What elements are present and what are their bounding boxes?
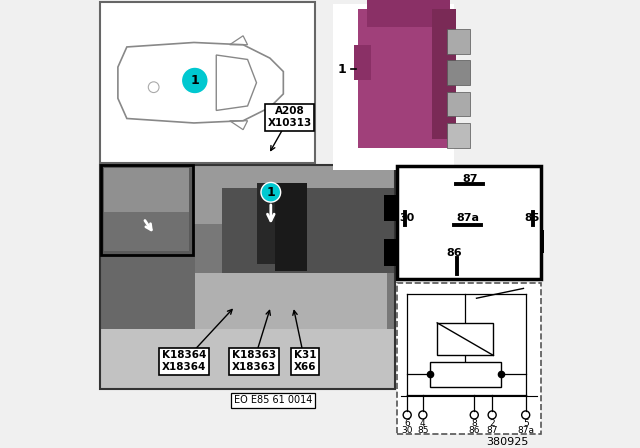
Bar xyxy=(104,212,189,251)
Text: 1: 1 xyxy=(191,74,199,87)
Bar xyxy=(101,165,193,255)
Text: K18364
X18364: K18364 X18364 xyxy=(162,350,206,372)
Bar xyxy=(100,164,395,224)
Bar xyxy=(447,123,470,147)
Bar xyxy=(100,2,315,163)
Bar xyxy=(447,60,470,85)
Bar xyxy=(275,183,307,271)
Bar xyxy=(358,9,450,147)
Bar xyxy=(432,9,456,138)
Text: K18363
X18363: K18363 X18363 xyxy=(232,350,276,372)
Bar xyxy=(385,239,397,266)
Text: 1: 1 xyxy=(338,63,347,76)
Text: 1: 1 xyxy=(266,186,275,199)
Bar xyxy=(100,224,195,329)
Bar xyxy=(397,166,541,280)
Text: 87: 87 xyxy=(462,174,477,184)
Text: 87a: 87a xyxy=(517,426,534,435)
Text: 2: 2 xyxy=(490,419,495,428)
Bar xyxy=(100,329,395,389)
Text: 86: 86 xyxy=(468,426,480,435)
Text: 4: 4 xyxy=(420,419,426,428)
Bar xyxy=(257,183,307,264)
Text: 6: 6 xyxy=(404,419,410,428)
Text: K31
X66: K31 X66 xyxy=(294,350,316,372)
Circle shape xyxy=(181,67,208,94)
Bar xyxy=(447,92,470,116)
Circle shape xyxy=(261,182,281,202)
Text: 5: 5 xyxy=(523,419,529,428)
Text: 87a: 87a xyxy=(456,213,479,224)
Bar xyxy=(367,0,450,27)
Bar xyxy=(541,230,551,253)
Bar xyxy=(385,194,397,221)
Bar xyxy=(195,273,387,329)
Bar xyxy=(104,168,189,212)
Bar xyxy=(429,362,501,387)
Text: 86: 86 xyxy=(446,248,462,258)
Text: 30: 30 xyxy=(399,213,414,224)
Text: 85: 85 xyxy=(525,213,540,224)
Bar xyxy=(397,283,541,434)
Bar xyxy=(221,188,395,273)
Text: 30: 30 xyxy=(401,426,413,435)
Bar xyxy=(353,45,371,81)
Bar xyxy=(437,323,493,355)
Text: A208
X10313: A208 X10313 xyxy=(268,106,312,128)
Text: 87: 87 xyxy=(486,426,498,435)
Text: 380925: 380925 xyxy=(486,437,529,447)
Bar xyxy=(333,4,454,170)
Text: 8: 8 xyxy=(472,419,477,428)
Text: EO E85 61 0014: EO E85 61 0014 xyxy=(234,395,312,405)
Bar xyxy=(447,29,470,54)
Bar xyxy=(100,164,395,389)
Bar xyxy=(100,164,395,389)
Text: 85: 85 xyxy=(417,426,429,435)
